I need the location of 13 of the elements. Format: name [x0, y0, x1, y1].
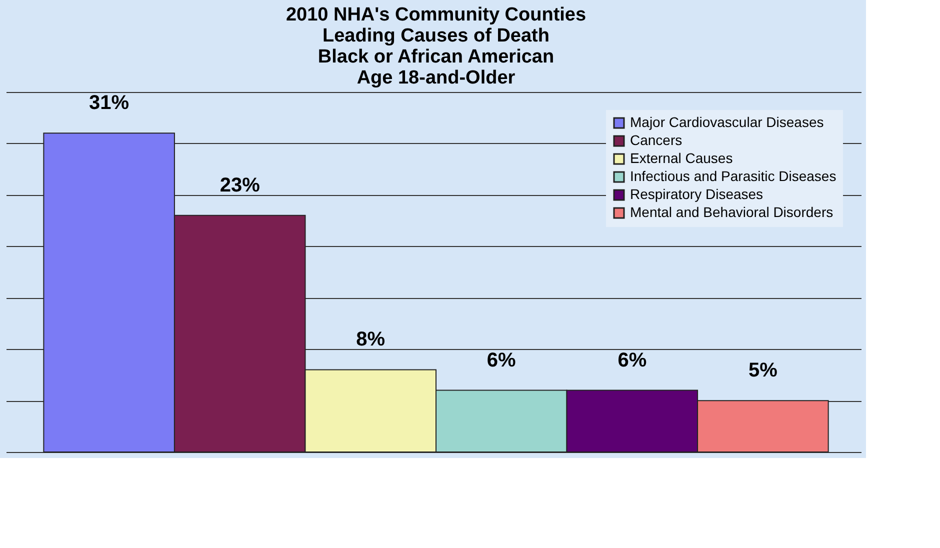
legend-label: External Causes: [630, 150, 733, 166]
legend-label: Respiratory Diseases: [630, 186, 764, 202]
data-label: 8%: [356, 328, 386, 351]
data-label: 6%: [486, 349, 516, 372]
chart-title: 2010 NHA's Community Counties Leading Causes of Death Black or African American Age 18-and-Older: [286, 4, 586, 88]
data-label: 5%: [748, 360, 778, 382]
legend-label: Infectious and Parasitic Diseases: [630, 168, 836, 184]
data-label: 31%: [89, 92, 130, 114]
legend-label: Major Cardiovascular Diseases: [630, 114, 824, 130]
legend-label: Mental and Behavioral Disorders: [630, 204, 834, 220]
data-label: 23%: [220, 174, 260, 196]
data-label: 6%: [618, 349, 647, 372]
legend-label: Cancers: [630, 132, 682, 148]
